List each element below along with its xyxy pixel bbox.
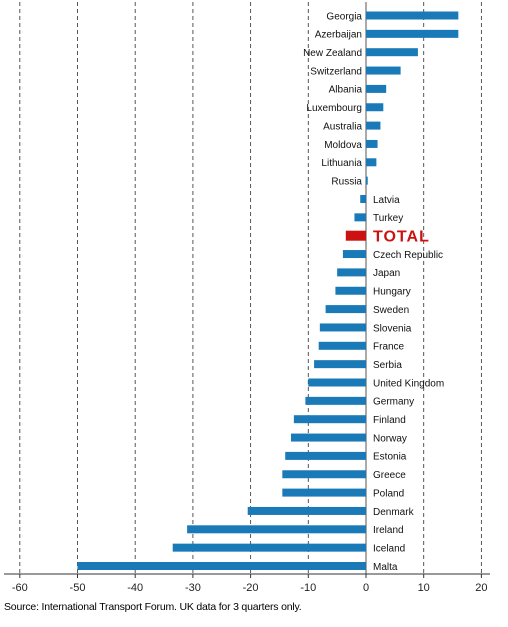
category-label: Hungary <box>373 287 411 298</box>
category-label: Slovenia <box>373 323 412 334</box>
bar-norway <box>290 433 366 442</box>
category-label: Georgia <box>326 11 362 22</box>
category-label: Lithuania <box>321 158 362 169</box>
category-label: Ireland <box>373 525 404 536</box>
category-label: France <box>373 342 405 353</box>
bar-iceland <box>172 543 366 552</box>
bar-switzerland <box>366 66 401 75</box>
bar-australia <box>366 121 381 130</box>
category-label: Azerbaijan <box>315 30 362 41</box>
bar-denmark <box>247 506 366 515</box>
bar-russia <box>366 176 368 185</box>
bar-azerbaijan <box>366 29 459 38</box>
gridlines <box>19 2 482 574</box>
category-label: New Zealand <box>303 48 362 59</box>
bar-hungary <box>335 286 366 295</box>
bar-latvia <box>360 195 366 203</box>
x-tick-label: -50 <box>70 582 86 594</box>
bar-total <box>345 230 366 241</box>
bar-united-kingdom <box>308 378 366 387</box>
bar-france <box>318 341 366 350</box>
category-label: Norway <box>373 433 407 444</box>
source-note: Source: International Transport Forum. U… <box>4 601 302 613</box>
bar-moldova <box>366 139 378 148</box>
category-label: Poland <box>373 488 404 499</box>
x-tick-label: -30 <box>185 582 201 594</box>
category-label: Switzerland <box>310 66 362 77</box>
category-label: Sweden <box>373 305 409 316</box>
x-tick-label: 0 <box>363 582 369 594</box>
category-label: United Kingdom <box>373 378 444 389</box>
category-label: Estonia <box>373 452 407 463</box>
bar-finland <box>293 415 366 424</box>
bar-lithuania <box>366 158 377 167</box>
bar-serbia <box>314 360 366 369</box>
category-label: Australia <box>323 121 362 132</box>
x-tick-label: 20 <box>475 582 487 594</box>
bar-turkey <box>354 213 366 222</box>
x-tick-label: -40 <box>127 582 143 594</box>
bar-slovenia <box>319 323 366 332</box>
bar-japan <box>337 268 366 277</box>
category-labels: Georgia Azerbaijan New Zealand Switzerland A… <box>303 11 444 573</box>
category-label: Greece <box>373 470 406 481</box>
category-label: Turkey <box>373 213 403 224</box>
bar-new-zealand <box>366 48 418 57</box>
bar-estonia <box>285 451 366 460</box>
bar-greece <box>282 470 366 479</box>
bar-luxembourg <box>366 103 384 112</box>
bar-poland <box>282 488 366 497</box>
bar-albania <box>366 84 387 93</box>
category-label: Finland <box>373 415 406 426</box>
x-tick-label: -60 <box>12 582 28 594</box>
category-label: TOTAL <box>373 229 430 246</box>
bar-malta <box>77 562 366 570</box>
bars <box>77 11 459 570</box>
category-label: Albania <box>329 85 363 96</box>
category-label: Latvia <box>373 195 400 206</box>
bar-ireland <box>187 525 366 534</box>
x-tick-label: 10 <box>418 582 430 594</box>
category-label: Luxembourg <box>306 103 362 114</box>
category-label: Iceland <box>373 543 405 554</box>
bar-czech-republic <box>342 250 366 259</box>
category-label: Moldova <box>324 140 362 151</box>
x-tick-label: -10 <box>300 582 316 594</box>
category-label: Denmark <box>373 507 415 518</box>
x-axis: -60 -50 -40 -30 -20 -10 0 10 20 <box>4 573 490 594</box>
category-label: Germany <box>373 397 414 408</box>
category-label: Japan <box>373 268 400 279</box>
bar-sweden <box>325 305 366 314</box>
bar-germany <box>305 396 366 405</box>
category-label: Serbia <box>373 360 402 371</box>
category-label: Russia <box>331 176 362 187</box>
category-label: Malta <box>373 562 398 573</box>
bar-georgia <box>366 11 459 20</box>
x-tick-label: -20 <box>243 582 259 594</box>
category-label: Czech Republic <box>373 250 443 261</box>
